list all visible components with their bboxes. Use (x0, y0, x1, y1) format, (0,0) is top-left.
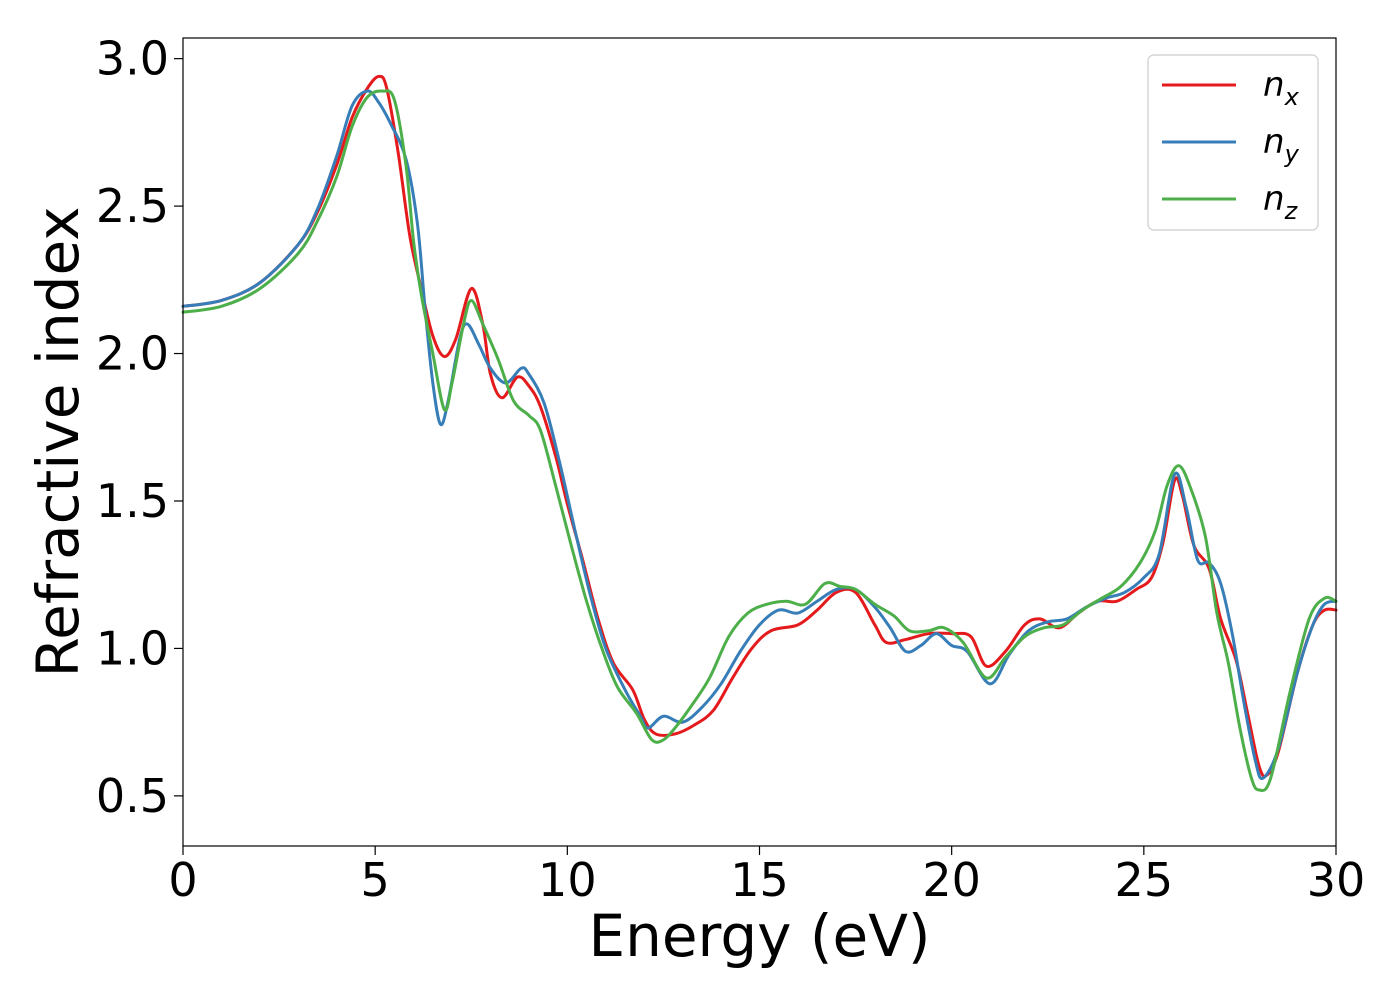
x-tick-label: 0 (168, 853, 197, 907)
series-layer (181, 74, 1338, 793)
y-tick-label: 2.0 (96, 327, 169, 381)
legend-label-n-x: nx (1263, 65, 1300, 111)
x-tick-label: 20 (922, 853, 981, 907)
x-axis-ticks: 0 5 10 15 20 25 30 (168, 846, 1365, 907)
series-line-n-z (181, 89, 1338, 793)
y-tick-label: 3.0 (96, 32, 169, 86)
x-tick-label: 25 (1115, 853, 1174, 907)
x-tick-label: 5 (361, 853, 390, 907)
x-tick-label: 10 (538, 853, 597, 907)
y-tick-label: 0.5 (96, 769, 169, 823)
legend: nx ny nz (1147, 54, 1319, 231)
y-tick-label: 1.0 (96, 621, 169, 675)
plot-background (183, 38, 1336, 846)
x-tick-label: 15 (730, 853, 789, 907)
y-tick-label: 2.5 (96, 179, 169, 233)
x-axis-title: Energy (eV) (588, 902, 930, 970)
y-axis-ticks: 0.5 1.0 1.5 2.0 2.5 3.0 (96, 32, 183, 823)
y-tick-label: 1.5 (96, 474, 169, 528)
legend-label-n-z: nz (1263, 179, 1299, 225)
legend-label-n-y: ny (1263, 122, 1300, 168)
x-tick-label: 30 (1307, 853, 1366, 907)
y-axis-title: Refractive index (24, 206, 92, 677)
